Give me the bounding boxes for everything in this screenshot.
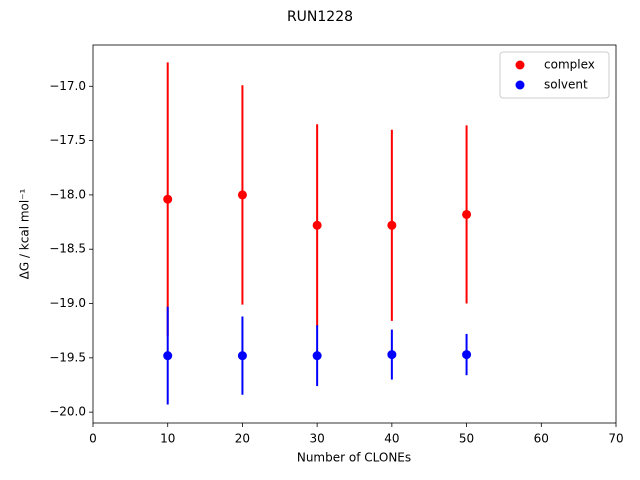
point bbox=[387, 220, 397, 230]
point bbox=[237, 190, 247, 200]
y-tick-label: −20.0 bbox=[49, 405, 86, 419]
point bbox=[312, 220, 322, 230]
chart-title: RUN1228 bbox=[287, 9, 353, 25]
point bbox=[163, 351, 173, 361]
legend-label: complex bbox=[544, 58, 595, 72]
point bbox=[237, 351, 247, 361]
point bbox=[163, 194, 173, 204]
y-tick-label: −18.5 bbox=[49, 242, 86, 256]
y-tick-label: −17.0 bbox=[49, 79, 86, 93]
x-tick-label: 60 bbox=[534, 432, 549, 446]
x-tick-label: 10 bbox=[160, 432, 175, 446]
legend-label: solvent bbox=[544, 78, 588, 92]
point bbox=[387, 350, 397, 360]
x-tick-label: 0 bbox=[89, 432, 97, 446]
legend-box bbox=[499, 51, 610, 99]
x-tick-label: 30 bbox=[310, 432, 325, 446]
point bbox=[462, 350, 472, 360]
x-tick-label: 50 bbox=[459, 432, 474, 446]
y-tick-label: −17.5 bbox=[49, 133, 86, 147]
point bbox=[312, 351, 322, 361]
axes-frame bbox=[92, 44, 617, 424]
y-tick-label: −18.0 bbox=[49, 187, 86, 201]
point bbox=[462, 209, 472, 219]
y-axis-label: ΔG / kcal mol⁻¹ bbox=[18, 188, 32, 279]
y-tick-label: −19.0 bbox=[49, 296, 86, 310]
x-tick-label: 20 bbox=[235, 432, 250, 446]
y-tick-label: −19.5 bbox=[49, 350, 86, 364]
legend-marker bbox=[515, 80, 525, 90]
legend-marker bbox=[515, 60, 525, 70]
x-tick-label: 70 bbox=[608, 432, 623, 446]
x-tick-label: 40 bbox=[384, 432, 399, 446]
x-axis-label: Number of CLONEs bbox=[297, 451, 411, 465]
